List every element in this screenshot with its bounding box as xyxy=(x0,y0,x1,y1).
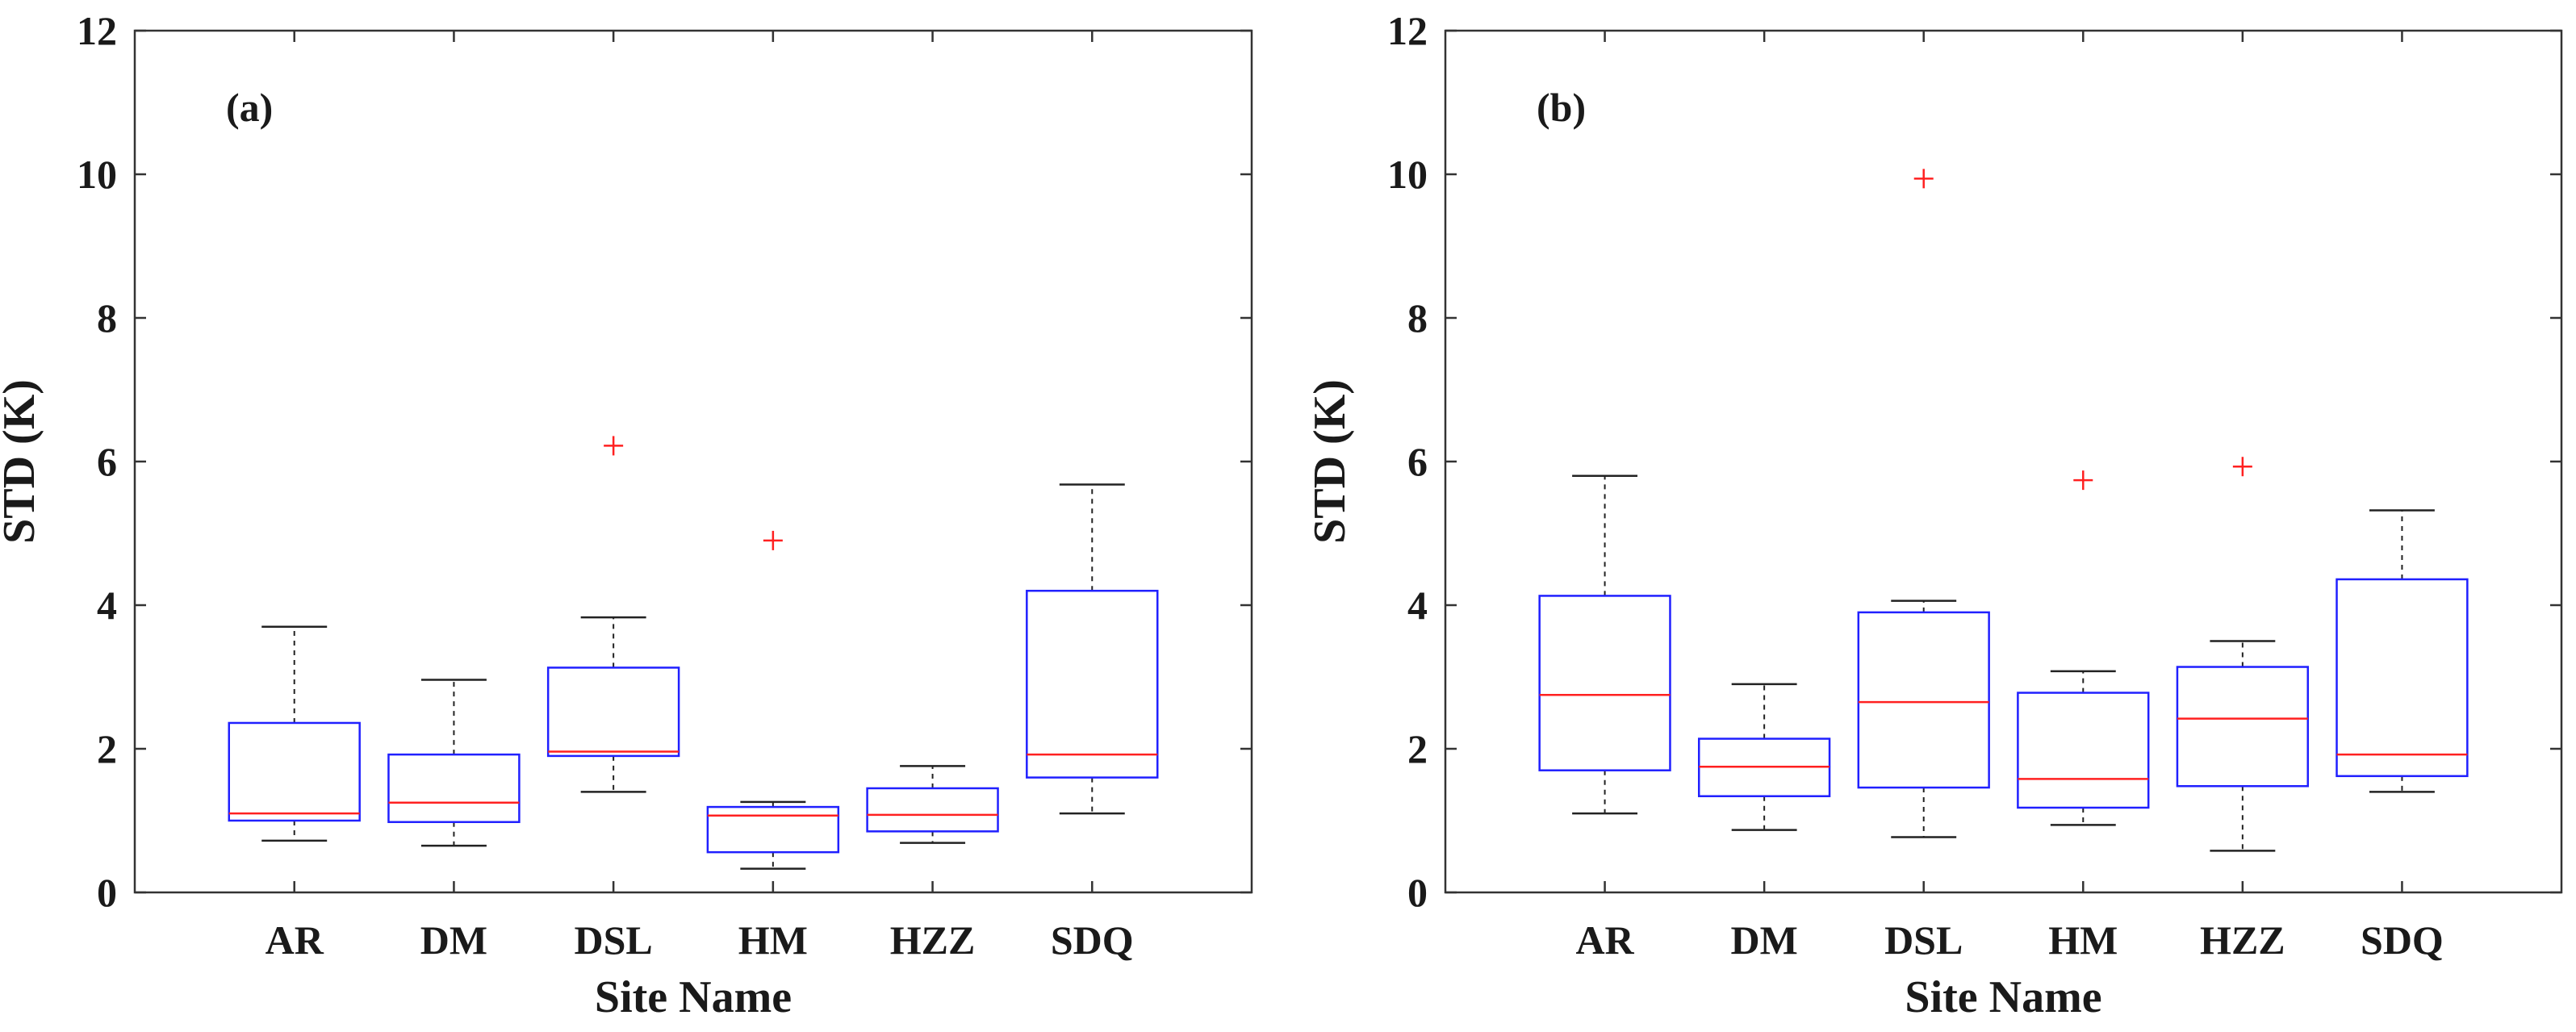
outlier-marker xyxy=(604,436,624,456)
y-tick-label: 6 xyxy=(97,439,117,484)
box-iqr xyxy=(1538,595,1671,771)
x-category-label: HZZ xyxy=(2200,917,2285,963)
panel-label: (b) xyxy=(1537,85,1586,130)
y-tick-label: 2 xyxy=(97,726,117,771)
y-tick-label: 8 xyxy=(1407,295,1428,341)
x-axis-title: Site Name xyxy=(595,972,792,1022)
x-category-label: SDQ xyxy=(1051,917,1134,963)
box-iqr xyxy=(546,666,680,758)
y-tick-label: 2 xyxy=(1407,726,1428,771)
y-axis-title: STD (K) xyxy=(0,379,44,544)
y-tick-label: 6 xyxy=(1407,439,1428,484)
y-axis-title: STD (K) xyxy=(1305,379,1355,544)
box-iqr xyxy=(2176,666,2310,788)
box-iqr xyxy=(1857,611,1990,789)
x-category-label: AR xyxy=(1575,917,1634,963)
y-tick-label: 10 xyxy=(1387,152,1428,197)
y-tick-label: 4 xyxy=(1407,583,1428,628)
axes-frame xyxy=(1444,29,2563,894)
x-category-label: HM xyxy=(2048,917,2118,963)
x-category-label: DSL xyxy=(575,917,653,963)
y-tick-label: 10 xyxy=(77,152,117,197)
x-category-label: DM xyxy=(420,917,487,963)
box-iqr xyxy=(2017,691,2150,809)
y-tick-label: 12 xyxy=(1387,8,1428,53)
x-category-label: DSL xyxy=(1884,917,1963,963)
y-tick-label: 0 xyxy=(97,870,117,915)
outlier-marker xyxy=(2073,470,2093,491)
x-axis-title: Site Name xyxy=(1905,972,2101,1022)
box-iqr xyxy=(2336,578,2469,778)
box-iqr xyxy=(706,805,840,854)
x-category-label: HZZ xyxy=(890,917,976,963)
outlier-marker xyxy=(763,530,783,550)
x-category-label: SDQ xyxy=(2361,917,2444,963)
x-category-label: DM xyxy=(1730,917,1797,963)
y-tick-label: 4 xyxy=(97,583,117,628)
x-category-label: AR xyxy=(266,917,324,963)
axes-frame xyxy=(133,29,1253,894)
panel-label: (a) xyxy=(226,85,273,130)
panel-a: 0 2 4 6 8 10 12 AR DM DSL HM HZZ SDQ Site Name STD (K)… xyxy=(0,8,1253,1022)
panel-b: 0 2 4 6 8 10 12 AR DM DSL HM HZZ SDQ Site Name STD (K)… xyxy=(1305,8,2563,1022)
box-iqr xyxy=(228,721,361,822)
box-iqr xyxy=(1026,589,1159,779)
y-tick-label: 12 xyxy=(77,8,117,53)
x-category-label: HM xyxy=(738,917,808,963)
box-iqr xyxy=(866,787,999,833)
y-tick-label: 0 xyxy=(1407,870,1428,915)
outlier-marker xyxy=(1913,169,1934,189)
y-tick-label: 8 xyxy=(97,295,117,341)
outlier-marker xyxy=(2232,457,2252,477)
box-iqr xyxy=(387,753,521,824)
